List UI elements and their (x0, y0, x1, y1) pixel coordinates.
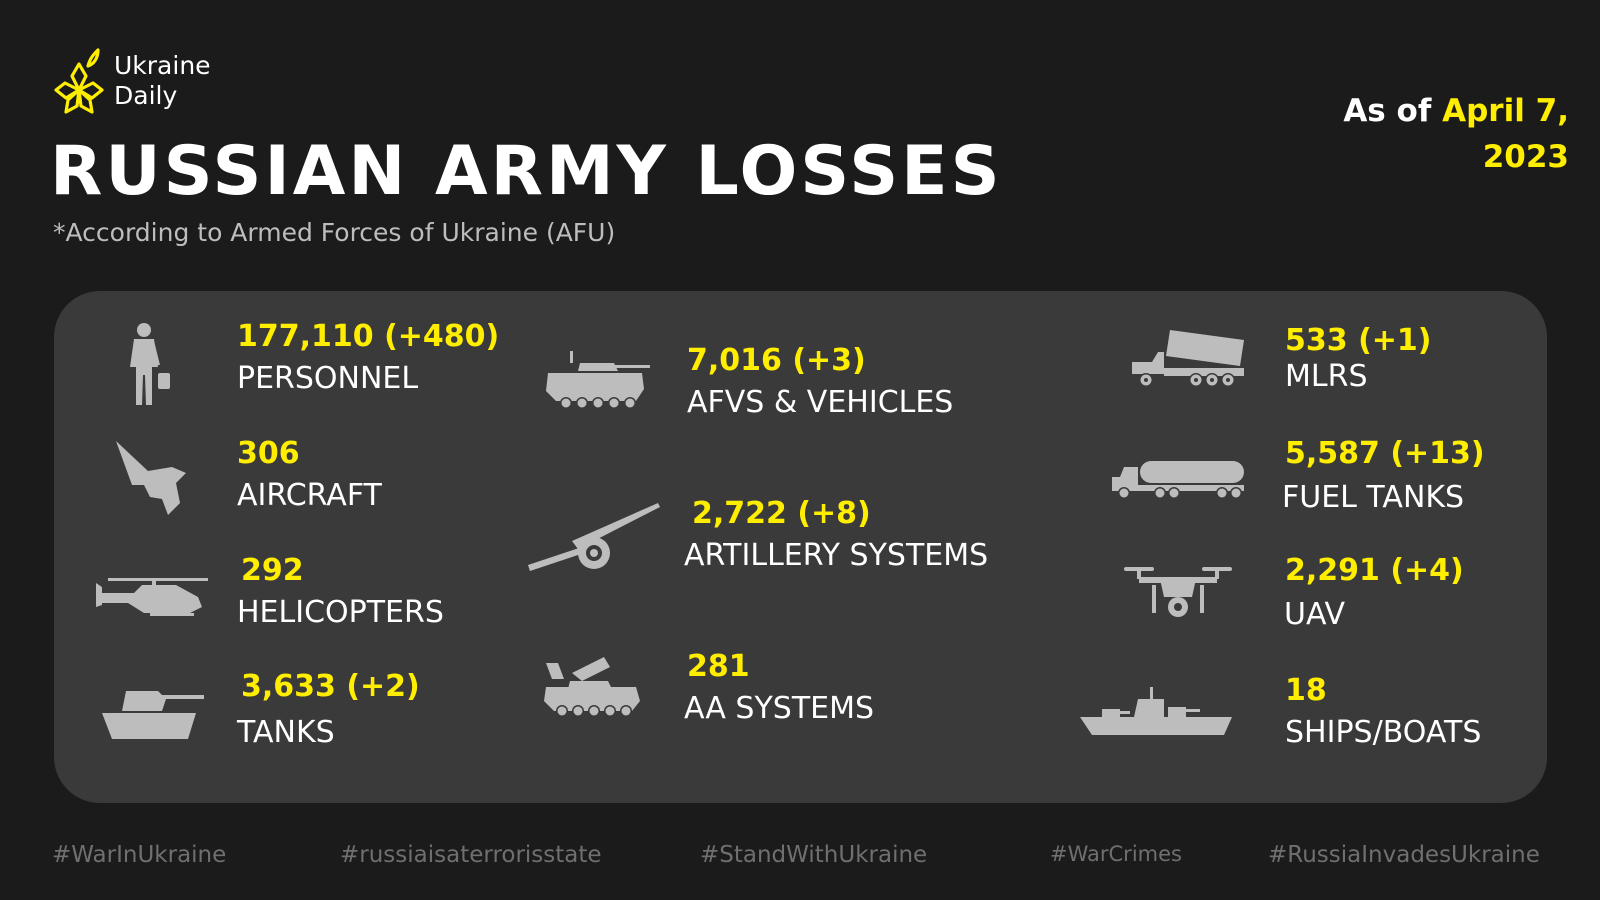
stat-label: ARTILLERY SYSTEMS (684, 538, 989, 573)
trident-flower-icon (54, 48, 104, 114)
stat-value: 7,016 (+3) (687, 343, 866, 378)
stat-value: 18 (1285, 673, 1327, 708)
losses-panel: 177,110 (+480) PERSONNEL 306 AIRCRAFT 29… (54, 291, 1547, 803)
artillery-icon (526, 503, 662, 573)
warship-icon (1078, 687, 1234, 739)
brand-line-2: Daily (114, 81, 178, 110)
stat-value: 2,291 (+4) (1285, 553, 1464, 588)
stat-value: 5,587 (+13) (1285, 436, 1485, 471)
brand-name: Ukraine Daily (114, 51, 211, 111)
hashtag: #RussiaInvadesUkraine (1268, 842, 1540, 868)
stat-value: 3,633 (+2) (241, 669, 420, 704)
stat-label: AIRCRAFT (237, 478, 382, 513)
stat-label: FUEL TANKS (1282, 480, 1465, 515)
stat-value: 281 (687, 649, 750, 684)
stat-value: 306 (237, 436, 300, 471)
as-of-date-line-2: 2023 (1482, 139, 1569, 175)
armored-vehicle-icon (544, 351, 652, 417)
brand-logo: Ukraine Daily (52, 46, 211, 116)
stat-label: SHIPS/BOATS (1285, 715, 1482, 750)
hashtag: #russiaisaterrorisstate (340, 842, 602, 868)
stat-label: MLRS (1285, 359, 1368, 394)
hashtag: #WarInUkraine (52, 842, 227, 868)
stat-value: 292 (241, 553, 304, 588)
stat-label: AFVS & VEHICLES (687, 385, 954, 420)
helicopter-icon (94, 573, 210, 617)
as-of-prefix: As of (1343, 93, 1443, 129)
tank-icon (100, 689, 204, 741)
hashtag: #WarCrimes (1050, 842, 1182, 866)
as-of-date: As of April 7, 2023 (1343, 88, 1569, 180)
stat-label: UAV (1284, 597, 1346, 632)
as-of-date-line-1: April 7, (1442, 93, 1569, 129)
page-title: RUSSIAN ARMY LOSSES (50, 132, 1003, 211)
soldier-icon (122, 321, 174, 407)
page-subtitle: *According to Armed Forces of Ukraine (A… (53, 218, 616, 247)
fighter-jet-icon (114, 441, 194, 517)
drone-icon (1122, 563, 1234, 625)
fuel-truck-icon (1110, 459, 1246, 501)
stat-label: AA SYSTEMS (684, 691, 875, 726)
stat-label: HELICOPTERS (237, 595, 444, 630)
stat-label: TANKS (237, 715, 335, 750)
hashtag: #StandWithUkraine (700, 842, 928, 868)
stat-label: PERSONNEL (237, 361, 419, 396)
brand-line-1: Ukraine (114, 51, 211, 80)
stat-value: 177,110 (+480) (237, 319, 500, 354)
aa-system-icon (542, 651, 644, 723)
stat-value: 533 (+1) (1285, 323, 1432, 358)
stat-value: 2,722 (+8) (692, 496, 871, 531)
mlrs-icon (1130, 326, 1246, 392)
